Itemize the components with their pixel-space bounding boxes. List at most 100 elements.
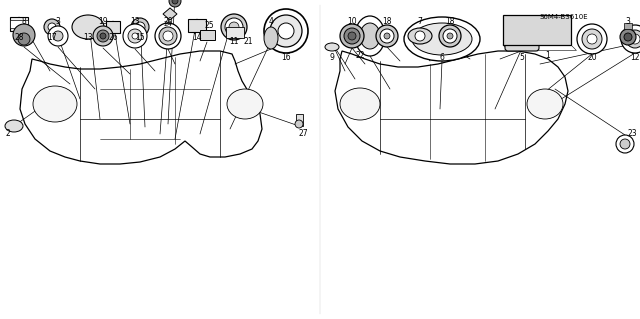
Text: 4: 4 [269, 18, 273, 26]
Circle shape [582, 29, 602, 49]
Ellipse shape [5, 120, 23, 132]
Circle shape [447, 33, 453, 39]
Circle shape [163, 31, 173, 41]
Circle shape [376, 25, 398, 47]
Circle shape [630, 34, 640, 44]
Ellipse shape [325, 43, 339, 51]
Text: 23: 23 [627, 130, 637, 138]
Ellipse shape [227, 89, 263, 119]
Text: 21: 21 [243, 36, 253, 46]
Circle shape [100, 33, 106, 39]
Circle shape [340, 24, 364, 48]
Text: 22: 22 [355, 51, 365, 61]
Circle shape [169, 0, 181, 7]
Text: 9: 9 [330, 53, 335, 62]
Circle shape [295, 120, 303, 128]
Circle shape [344, 28, 360, 44]
Ellipse shape [404, 17, 480, 61]
Text: 2: 2 [6, 129, 10, 137]
Text: 15: 15 [135, 33, 145, 41]
Text: 28: 28 [14, 33, 24, 41]
Polygon shape [163, 8, 177, 20]
Text: 25: 25 [204, 20, 214, 29]
Ellipse shape [527, 89, 563, 119]
Circle shape [221, 14, 247, 40]
Circle shape [44, 19, 60, 35]
Circle shape [348, 32, 356, 40]
Bar [226, 27, 244, 38]
Circle shape [624, 33, 632, 41]
FancyBboxPatch shape [505, 27, 539, 51]
Circle shape [155, 23, 181, 49]
Circle shape [620, 139, 630, 149]
Circle shape [620, 29, 636, 45]
Bar [188, 19, 206, 32]
Text: 7: 7 [417, 17, 422, 26]
Circle shape [48, 26, 68, 46]
Text: S6M4-B3610E: S6M4-B3610E [540, 14, 589, 20]
Text: 6: 6 [440, 53, 444, 62]
Circle shape [577, 24, 607, 54]
Ellipse shape [340, 88, 380, 120]
Circle shape [380, 29, 394, 43]
Circle shape [18, 33, 30, 45]
Circle shape [128, 29, 142, 43]
Circle shape [384, 33, 390, 39]
Text: 19: 19 [98, 18, 108, 26]
Ellipse shape [33, 86, 77, 122]
Circle shape [439, 25, 461, 47]
Text: 27: 27 [298, 130, 308, 138]
Text: 20: 20 [163, 18, 173, 26]
Text: 26: 26 [108, 33, 118, 41]
Ellipse shape [355, 16, 385, 56]
Circle shape [443, 29, 457, 43]
Circle shape [587, 34, 597, 44]
Circle shape [278, 23, 294, 39]
Text: 13: 13 [130, 18, 140, 26]
Polygon shape [20, 51, 262, 164]
Text: 20: 20 [587, 53, 597, 62]
Circle shape [616, 135, 634, 153]
Text: 11: 11 [229, 36, 239, 46]
Text: 14: 14 [192, 33, 202, 41]
Text: 3: 3 [56, 18, 60, 26]
Circle shape [53, 31, 63, 41]
Circle shape [13, 24, 35, 46]
Circle shape [621, 25, 640, 53]
Circle shape [172, 0, 178, 4]
Circle shape [229, 22, 239, 32]
Polygon shape [335, 51, 568, 164]
Circle shape [626, 30, 640, 48]
Ellipse shape [360, 23, 380, 49]
Text: 5: 5 [520, 53, 524, 62]
Ellipse shape [512, 33, 532, 45]
Ellipse shape [412, 23, 472, 55]
Circle shape [264, 9, 308, 53]
Circle shape [159, 27, 177, 45]
Circle shape [225, 18, 243, 36]
Text: 18: 18 [445, 17, 455, 26]
Ellipse shape [72, 15, 104, 39]
Text: 1: 1 [546, 51, 550, 61]
Circle shape [97, 30, 109, 42]
Circle shape [48, 23, 56, 31]
Bar [200, 30, 215, 40]
Text: 8: 8 [22, 17, 26, 26]
Circle shape [270, 15, 302, 47]
Bar [503, 15, 571, 45]
Bar [296, 114, 303, 126]
Text: 10: 10 [347, 17, 357, 26]
Text: 12: 12 [630, 53, 640, 62]
Bar [10, 20, 28, 28]
Text: 13: 13 [83, 33, 93, 41]
Ellipse shape [264, 27, 278, 49]
Text: 3: 3 [625, 17, 630, 26]
Bar [106, 21, 120, 33]
Circle shape [415, 31, 425, 41]
Circle shape [132, 33, 138, 39]
Text: 18: 18 [382, 17, 392, 26]
Text: 16: 16 [281, 53, 291, 62]
Circle shape [131, 18, 149, 36]
Bar [624, 23, 632, 29]
Circle shape [93, 26, 113, 46]
